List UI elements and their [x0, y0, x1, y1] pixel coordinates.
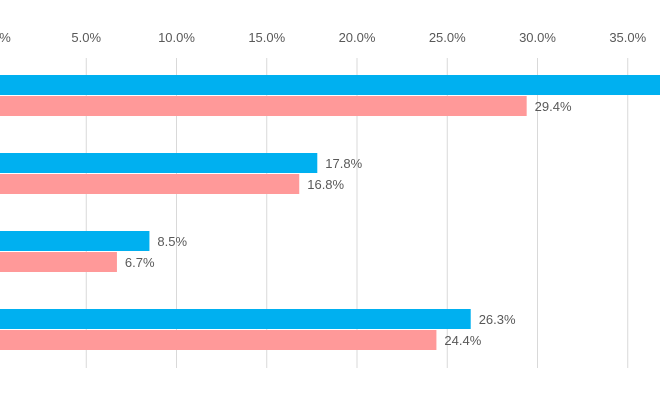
data-labels: 17.8% 8.5% 26.3% 29.4% 16.8% 6.7% 24.4% [125, 99, 572, 348]
x-tick-label: 15.0% [248, 30, 285, 45]
data-label: 8.5% [157, 234, 187, 249]
data-label: 16.8% [307, 177, 344, 192]
x-tick-label: 30.0% [519, 30, 556, 45]
bar-series-1-category-3 [0, 231, 150, 251]
bar-series-2-category-2 [0, 174, 300, 194]
data-label: 26.3% [479, 312, 516, 327]
data-label: 17.8% [325, 156, 362, 171]
bar-series-1-category-1 [0, 75, 660, 95]
x-tick-label: 35.0% [609, 30, 646, 45]
bar-series [0, 75, 660, 350]
bar-series-2-category-1 [0, 96, 527, 116]
x-tick-label: 20.0% [339, 30, 376, 45]
data-label: 29.4% [535, 99, 572, 114]
bar-series-1-category-4 [0, 309, 471, 329]
x-tick-label: 0.0% [0, 30, 11, 45]
x-tick-label: 25.0% [429, 30, 466, 45]
data-label: 6.7% [125, 255, 155, 270]
bar-series-2-category-4 [0, 330, 437, 350]
x-tick-label: 10.0% [158, 30, 195, 45]
x-tick-label: 5.0% [71, 30, 101, 45]
bar-series-2-category-3 [0, 252, 117, 272]
bar-series-1-category-2 [0, 153, 318, 173]
x-axis-tick-labels: 0.0% 5.0% 10.0% 15.0% 20.0% 25.0% 30.0% 35.0% [0, 30, 647, 45]
data-label: 24.4% [444, 333, 481, 348]
